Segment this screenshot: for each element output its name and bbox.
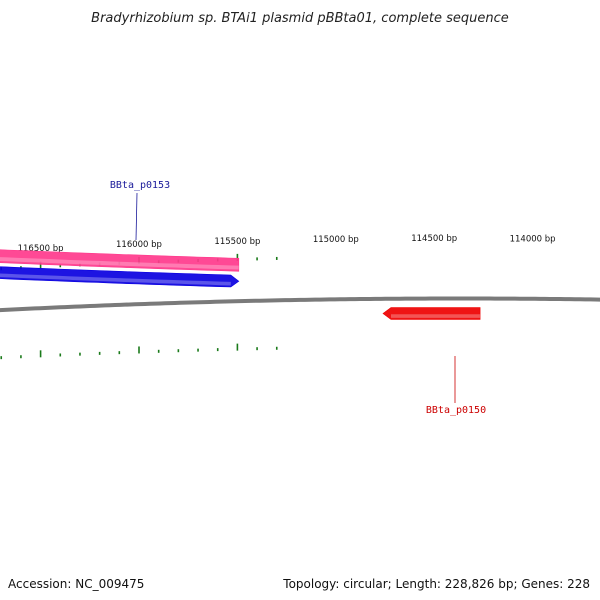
gene-label[interactable]: BBta_p0150 bbox=[426, 405, 486, 416]
tick-label: 115500 bp bbox=[214, 237, 260, 247]
tick-label: 116500 bp bbox=[18, 244, 64, 254]
gene-pink-feature[interactable] bbox=[0, 249, 240, 272]
tick-label: 114000 bp bbox=[510, 234, 556, 244]
tick-label: 116000 bp bbox=[116, 240, 162, 250]
accession-label: Accession: NC_009475 bbox=[8, 577, 145, 591]
gene-label[interactable]: BBta_p0153 bbox=[110, 180, 170, 191]
inner-tick-ring bbox=[0, 343, 278, 360]
tick-labels: 116500 bp 116000 bp 115500 bp 115000 bp 1145… bbox=[18, 234, 556, 254]
genes-layer bbox=[0, 249, 481, 320]
gene-shading bbox=[0, 257, 239, 270]
plasmid-backbone bbox=[0, 296, 600, 313]
gene-bbta-p0150[interactable] bbox=[382, 307, 481, 320]
gene-bbta-p0153[interactable] bbox=[0, 266, 240, 288]
gene-shading bbox=[0, 273, 231, 286]
gene-labels-layer: BBta_p0153 BBta_p0150 bbox=[110, 180, 486, 416]
map-title: Bradyrhizobium sp. BTAi1 plasmid pBBta01… bbox=[91, 11, 509, 26]
tick-label: 115000 bp bbox=[313, 235, 359, 245]
gene-label-leader bbox=[135, 192, 138, 241]
sequence-info: Topology: circular; Length: 228,826 bp; … bbox=[283, 577, 590, 591]
tick-label: 114500 bp bbox=[411, 234, 457, 244]
